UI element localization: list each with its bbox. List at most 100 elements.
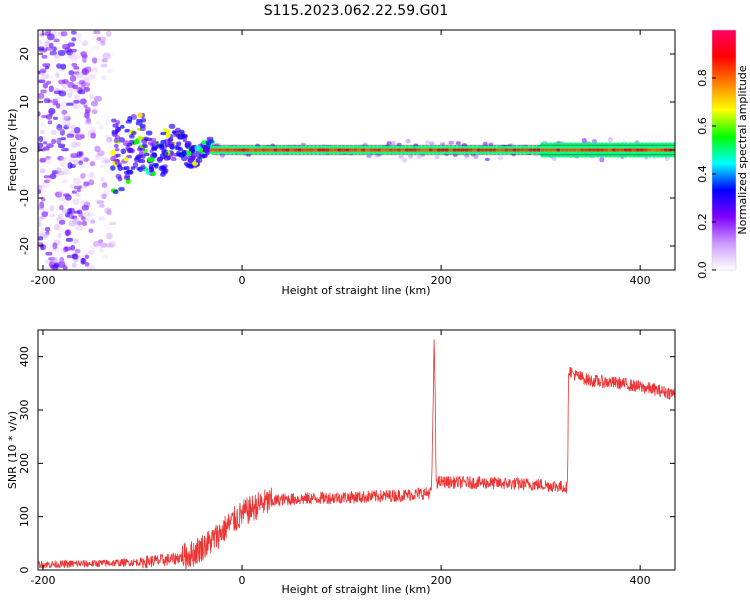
- spectrogram-x-tick-label: -200: [30, 274, 55, 287]
- spectrogram-cell: [149, 149, 154, 153]
- spectrogram-cell: [623, 148, 629, 152]
- spectrogram-cell: [48, 85, 54, 93]
- spectrogram-cell: [341, 148, 347, 152]
- spectrogram-cell: [504, 148, 510, 152]
- spectrogram-cell: [464, 148, 470, 152]
- spectrogram-cell: [436, 148, 442, 152]
- spectrogram-cell: [480, 148, 486, 152]
- spectrogram-cell: [41, 54, 48, 59]
- spectrogram-cell: [540, 148, 546, 152]
- spectrogram-cell: [73, 185, 82, 190]
- spectrogram-cell: [66, 102, 74, 106]
- spectrogram-cell: [135, 121, 143, 126]
- spectrogram-cell: [174, 127, 181, 133]
- spectrogram-cell: [175, 150, 181, 157]
- spectrogram-y-tick-label: 10: [18, 95, 31, 109]
- spectrogram-cell: [94, 95, 102, 102]
- spectrogram-y-ticks: -20 -10 0 10 20: [18, 47, 675, 255]
- spectrogram-cell: [109, 221, 117, 226]
- spectrogram-cell: [113, 137, 119, 143]
- spectrogram-cell: [88, 250, 95, 255]
- spectrogram-cell: [73, 66, 80, 70]
- spectrogram-cell: [217, 148, 223, 152]
- spectrogram-cell: [58, 90, 67, 97]
- spectrogram-cell: [70, 124, 76, 130]
- spectrogram-cell: [45, 231, 50, 235]
- spectrogram-cell: [301, 148, 307, 152]
- spectrogram-cell: [159, 165, 167, 171]
- spectrogram-cell: [38, 30, 44, 38]
- spectrogram-cell: [128, 134, 135, 139]
- spectrogram-cell: [44, 179, 50, 183]
- spectrogram-cell: [38, 233, 45, 238]
- spectrogram-cell: [237, 148, 243, 152]
- spectrogram-cell: [73, 99, 80, 104]
- spectrogram-cell: [57, 232, 62, 239]
- spectrogram-cell: [115, 173, 122, 179]
- spectrogram-cell: [185, 142, 191, 147]
- spectrogram-x-tick-label: 200: [431, 274, 452, 287]
- snr-y-label: SNR (10 * v/v): [6, 411, 19, 489]
- spectrogram-cell: [111, 132, 118, 137]
- spectrogram-cell: [68, 158, 76, 162]
- spectrogram-cell: [408, 148, 414, 152]
- spectrogram-cell: [56, 217, 62, 221]
- spectrogram-cell: [70, 153, 79, 159]
- spectrogram-cell: [87, 264, 96, 270]
- spectrogram-cell: [149, 143, 154, 147]
- spectrogram-cell: [104, 188, 111, 196]
- spectrogram-cell: [571, 148, 577, 152]
- spectrogram-cell: [191, 155, 196, 161]
- spectrogram-cell: [73, 103, 81, 109]
- spectrogram-cell: [38, 111, 41, 117]
- spectrogram-cell: [42, 181, 50, 188]
- spectrogram-cell: [100, 176, 106, 182]
- spectrogram-cell: [73, 87, 79, 94]
- spectrogram-cell: [84, 254, 90, 260]
- spectrogram-cell: [84, 120, 92, 126]
- spectrogram-cell: [229, 148, 235, 152]
- spectrogram-cell: [356, 148, 362, 152]
- spectrogram-cell: [432, 148, 438, 152]
- colorbar: 0.0 0.2 0.4 0.6 0.8 Normalized spectral ampl…: [696, 29, 749, 279]
- spectrogram-cell: [40, 129, 45, 135]
- spectrogram-cell: [60, 102, 68, 108]
- spectrogram-cell: [64, 229, 72, 236]
- spectrogram-cell: [59, 204, 64, 211]
- spectrogram-cell: [86, 117, 91, 124]
- spectrogram-cell: [182, 151, 187, 157]
- spectrogram-cell: [185, 150, 192, 157]
- spectrogram-cell: [151, 171, 156, 177]
- spectrogram-cell: [90, 126, 96, 133]
- spectrogram-cell: [100, 157, 109, 164]
- spectrogram-cell: [599, 148, 605, 152]
- spectrogram-cell: [65, 237, 74, 242]
- spectrogram-cell: [46, 177, 52, 183]
- spectrogram-cell: [91, 35, 97, 41]
- spectrogram-cell: [56, 128, 64, 132]
- spectrogram-cell: [51, 46, 57, 52]
- spectrogram-cell: [345, 148, 351, 152]
- spectrogram-cell: [88, 179, 95, 186]
- spectrogram-cell: [215, 142, 221, 147]
- snr-series-line: [38, 339, 675, 570]
- spectrogram-cell: [169, 152, 174, 158]
- spectrogram-cell: [544, 148, 550, 152]
- spectrogram-cell: [56, 124, 63, 131]
- spectrogram-cell: [71, 141, 78, 149]
- spectrogram-y-tick-label: -20: [18, 237, 31, 255]
- spectrogram-cell: [177, 136, 184, 140]
- spectrogram-cell: [368, 148, 374, 152]
- spectrogram-cell: [96, 200, 104, 204]
- spectrogram-cell: [51, 170, 59, 175]
- spectrogram-cell: [88, 74, 96, 80]
- spectrogram-cell: [333, 148, 339, 152]
- spectrogram-cell: [102, 52, 111, 60]
- spectrogram-cell: [56, 167, 62, 174]
- spectrogram-cell: [160, 131, 168, 136]
- spectrogram-cell: [66, 133, 75, 138]
- spectrogram-cell: [599, 156, 605, 163]
- spectrogram-cell: [82, 212, 90, 217]
- spectrogram-cell: [619, 148, 625, 152]
